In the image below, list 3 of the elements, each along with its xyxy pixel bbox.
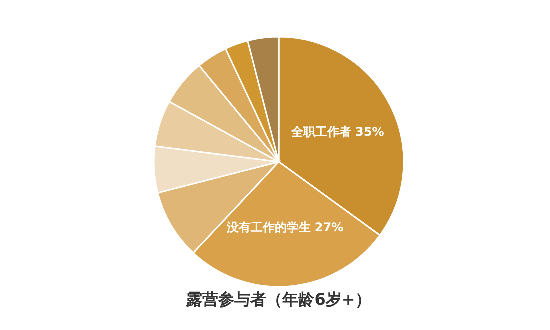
slice-label: 没有工作的学生 27%: [226, 220, 344, 235]
text: 露营参与者（年龄6岁+）: [186, 290, 372, 309]
slice-label: 全职工作者 35%: [290, 125, 384, 140]
